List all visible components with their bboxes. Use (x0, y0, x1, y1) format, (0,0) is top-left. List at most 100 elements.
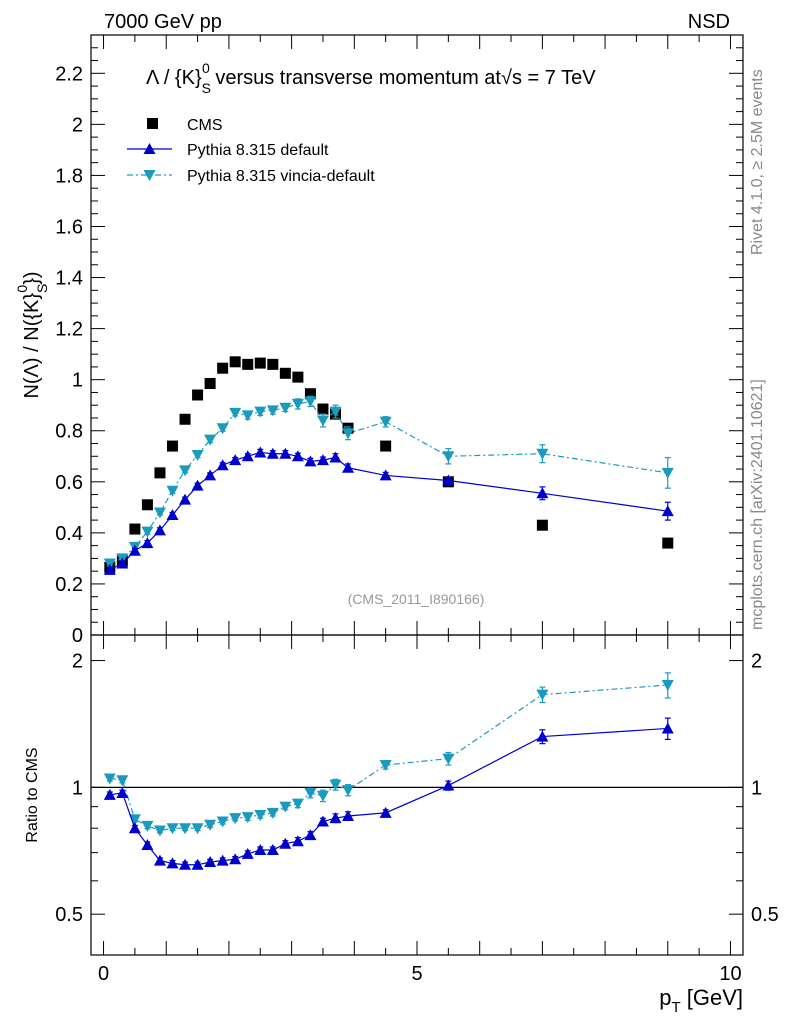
mcplots-label: mcplots.cern.ch [arXiv:2401.10621] (749, 379, 766, 630)
legend-marker-cms (147, 118, 158, 129)
ratio-default-point (316, 815, 329, 827)
vincia-point (241, 410, 254, 422)
ylabel-close: }) (21, 271, 43, 284)
ratio-vincia-point (661, 679, 674, 691)
upper-plot-data (103, 356, 674, 575)
cms-point (154, 467, 166, 479)
cms-point (536, 519, 548, 531)
ratio-default-point (241, 847, 254, 859)
ratio-default-point (254, 844, 267, 856)
vincia-point (342, 428, 355, 440)
ratio-vincia-point (329, 779, 342, 791)
cms-point (141, 499, 153, 511)
default-point (103, 563, 116, 575)
cms-point (380, 440, 392, 452)
x-axis-label: pT [GeV] (659, 985, 743, 1016)
ratio-default-point (191, 858, 204, 870)
ratio-vincia-point (342, 785, 355, 797)
vincia-point (279, 402, 292, 414)
default-line (109, 451, 668, 571)
cms-point (204, 378, 216, 390)
xtick-label: 5 (411, 963, 422, 985)
xtick-label: 10 (719, 963, 741, 985)
ylabel-sup: 0 (14, 285, 30, 293)
lower-ytick-label-right: 1 (751, 777, 762, 799)
vincia-point (291, 398, 304, 410)
ratio-vincia-point (216, 816, 229, 828)
vincia-point (141, 526, 154, 538)
rivet-label: Rivet 4.1.0, ≥ 2.5M events (749, 69, 766, 255)
ratio-default-point (166, 857, 179, 869)
cms-point (229, 356, 241, 368)
ratio-vincia-point (279, 801, 292, 813)
lower-ytick-label-left: 2 (72, 651, 83, 673)
default-point (442, 474, 455, 486)
upper-ytick-label: 1.4 (55, 268, 83, 290)
legend-label-default: Pythia 8.315 default (187, 142, 329, 159)
ratio-vincia-point (116, 775, 129, 787)
cms-point (317, 403, 329, 415)
ratio-default-point (153, 854, 166, 866)
xtick-label: 0 (98, 963, 109, 985)
ratio-default-point (266, 844, 279, 856)
ratio-default-point (329, 812, 342, 824)
vincia-point (536, 448, 549, 460)
default-point (304, 455, 317, 467)
ratio-default-point (661, 722, 674, 734)
vincia-point (179, 465, 192, 477)
analysis-watermark: (CMS_2011_I890166) (348, 591, 485, 607)
upper-axis-ticks: 0 0.2 0.4 0.6 0.8 1 1.2 1.4 1.6 1.8 2 2.2 (55, 34, 743, 647)
cms-point (254, 357, 266, 369)
default-point (141, 537, 154, 549)
default-point (266, 447, 279, 459)
vincia-point (254, 406, 267, 418)
vincia-point (304, 396, 317, 408)
vincia-point (153, 507, 166, 519)
ratio-vincia-point (379, 760, 392, 772)
vincia-point (204, 434, 217, 446)
ratio-default-point (304, 829, 317, 841)
title-sqrt: √s (501, 67, 522, 89)
upper-ytick-label: 1.2 (55, 319, 83, 341)
upper-ytick-label: 0 (72, 625, 83, 647)
ratio-default-point (179, 858, 192, 870)
title-main: Λ / {K} (146, 67, 202, 89)
upper-ytick-label: 0.4 (55, 523, 83, 545)
vincia-point (316, 415, 329, 427)
vincia-line (109, 400, 668, 565)
lower-ytick-label-left: 1 (72, 777, 83, 799)
ratio-vincia-point (304, 787, 317, 799)
ratio-vincia-point (291, 798, 304, 810)
default-point (128, 544, 141, 556)
upper-ytick-label: 0.8 (55, 421, 83, 443)
ratio-default-point (103, 788, 116, 800)
lower-ytick-label-left: 0.5 (55, 904, 83, 926)
lower-ytick-label-right: 2 (751, 651, 762, 673)
ratio-default-point (141, 838, 154, 850)
ratio-vincia-point (191, 823, 204, 835)
ylabel-sub: S (34, 284, 50, 293)
upper-ytick-label: 2.2 (55, 63, 83, 85)
ratio-vincia-point (266, 807, 279, 819)
default-point (254, 446, 267, 458)
ratio-vincia-point (141, 820, 154, 832)
upper-title: Λ / {K}S 0 versus transverse momentum at√… (146, 60, 596, 96)
ratio-vincia-point (128, 814, 141, 826)
ratio-vincia-point (103, 773, 116, 785)
title-tail: = 7 TeV (522, 67, 596, 89)
lower-ylabel: Ratio to CMS (24, 747, 41, 842)
upper-ytick-label: 2 (72, 114, 83, 136)
upper-ylabel: N(Λ) / N({K}S0}) (14, 271, 50, 398)
vincia-point (216, 423, 229, 435)
ylabel-a: N(Λ) / N({K} (21, 293, 43, 399)
ratio-default-point (279, 837, 292, 849)
default-point (216, 459, 229, 471)
default-point (661, 505, 674, 517)
title-rest: versus transverse momentum at (210, 67, 502, 89)
ratio-default-point (342, 810, 355, 822)
xlabel-p: p (659, 985, 671, 1010)
ratio-vincia-point (316, 790, 329, 802)
vincia-point (166, 485, 179, 497)
default-point (316, 454, 329, 466)
default-point (179, 493, 192, 505)
